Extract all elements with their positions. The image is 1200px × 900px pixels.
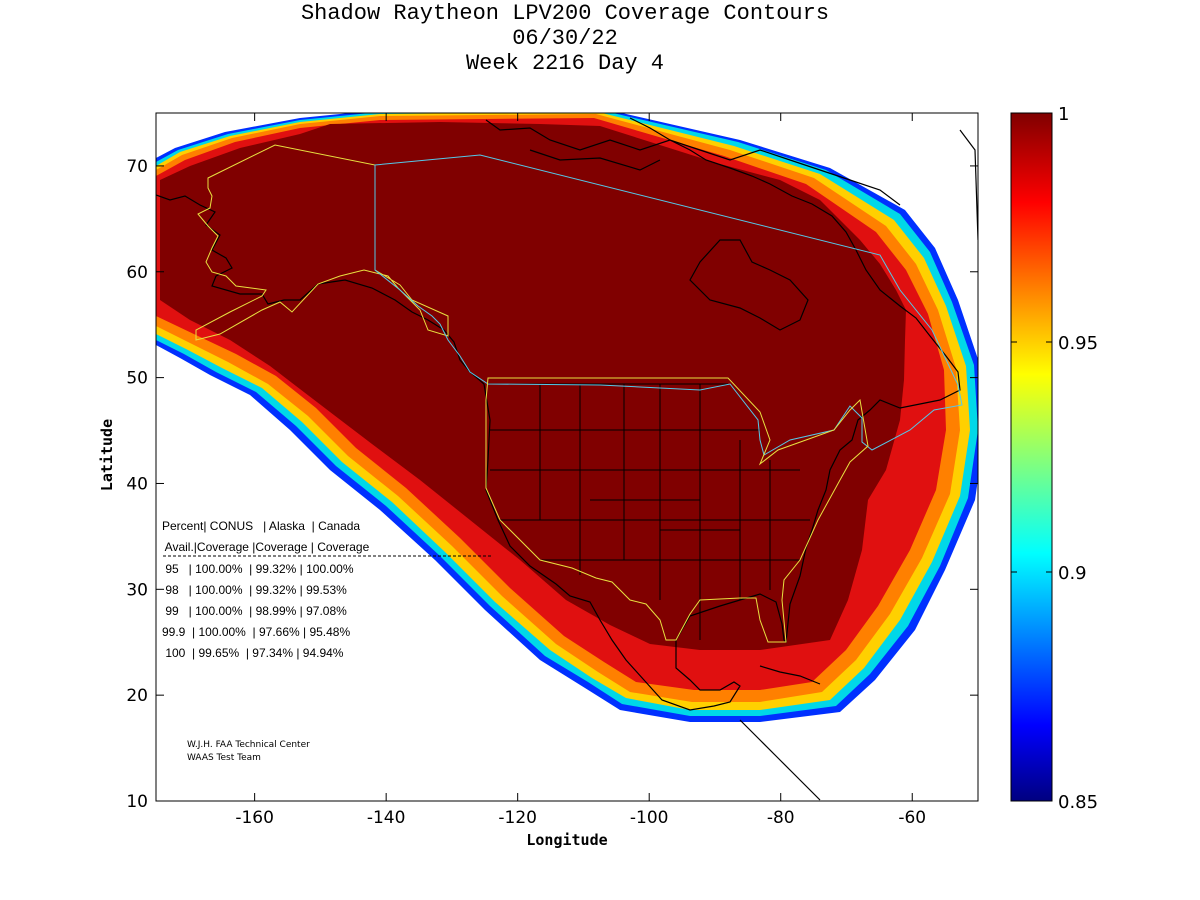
table-row: 100 | 99.65% | 97.34% | 94.94% xyxy=(162,646,344,660)
y-tick-label: 60 xyxy=(126,263,148,283)
y-tick-label: 50 xyxy=(126,369,148,389)
plot-frame xyxy=(155,112,979,802)
table-header-2: Avail.|Coverage |Coverage | Coverage xyxy=(162,540,370,554)
colorbar-label: 0.95 xyxy=(1058,333,1098,354)
colorbar xyxy=(1010,112,1053,802)
x-axis-label: Longitude xyxy=(526,831,607,849)
coverage-contours xyxy=(156,113,978,722)
table-row: 95 | 100.00% | 99.32% | 100.00% xyxy=(162,562,354,576)
credit-line-1: W.J.H. FAA Technical Center xyxy=(187,740,310,750)
colorbar-label: 0.9 xyxy=(1058,563,1087,584)
colorbar-label: 0.85 xyxy=(1058,792,1098,813)
x-tick-label: -100 xyxy=(630,808,669,828)
coastlines xyxy=(156,117,978,801)
table-header-1: Percent| CONUS | Alaska | Canada xyxy=(162,519,360,533)
x-tick-label: -80 xyxy=(767,808,795,828)
chart-title: Shadow Raytheon LPV200 Coverage Contours xyxy=(300,1,830,26)
table-row: 99.9 | 100.00% | 97.66% | 95.48% xyxy=(162,625,350,639)
colorbar-label: 1 xyxy=(1058,104,1069,125)
y-axis-label: Latitude xyxy=(98,419,116,491)
x-tick-label: -60 xyxy=(898,808,926,828)
chart-week-day: Week 2216 Day 4 xyxy=(465,51,665,76)
credit-line-2: WAAS Test Team xyxy=(187,753,261,763)
contour-full xyxy=(160,122,906,650)
x-tick-label: -160 xyxy=(235,808,274,828)
axis-tick-labels: -160 -140 -120 -100 -80 -60 70 60 50 40 30 20 10 xyxy=(126,157,926,828)
y-tick-label: 70 xyxy=(126,157,148,177)
chart-date: 06/30/22 xyxy=(512,26,618,51)
axis-ticks xyxy=(156,113,978,802)
conus-service-area xyxy=(485,377,869,643)
x-tick-label: -120 xyxy=(498,808,537,828)
y-tick-label: 10 xyxy=(126,792,148,812)
x-tick-label: -140 xyxy=(367,808,406,828)
table-row: 98 | 100.00% | 99.32% | 99.53% xyxy=(162,583,347,597)
alaska-service-area xyxy=(195,144,449,341)
table-row: 99 | 100.00% | 98.99% | 97.08% xyxy=(162,604,347,618)
y-tick-label: 40 xyxy=(126,474,148,494)
coverage-table: Percent| CONUS | Alaska | Canada Avail.|… xyxy=(162,519,492,660)
y-tick-label: 30 xyxy=(126,580,148,600)
y-tick-label: 20 xyxy=(126,686,148,706)
service-areas xyxy=(195,144,963,643)
colorbar-ticks xyxy=(1011,341,1052,573)
